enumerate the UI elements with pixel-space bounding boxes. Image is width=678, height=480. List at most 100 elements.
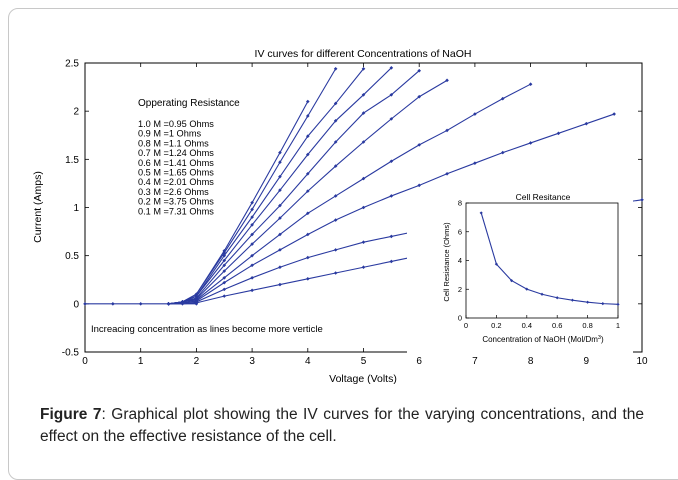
iv-data-point: [250, 253, 254, 258]
x-tick-label: 0: [82, 356, 88, 367]
iv-data-point: [389, 92, 394, 97]
resistance-point: [479, 211, 483, 215]
iv-data-point: [361, 140, 366, 144]
resistance-point: [586, 300, 590, 304]
iv-data-point: [250, 242, 254, 246]
iv-data-point: [194, 294, 199, 298]
iv-data-point: [389, 117, 394, 121]
iv-data-point: [500, 96, 505, 101]
resistance-point: [540, 292, 544, 296]
inset-y-tick-label: 6: [458, 227, 462, 236]
inset-x-tick-label: 0.8: [582, 321, 592, 330]
iv-data-point: [278, 265, 282, 270]
iv-data-point: [278, 203, 282, 208]
x-tick-label: 9: [584, 356, 590, 367]
inset-title: Cell Resitance: [516, 192, 571, 202]
iv-data-point: [278, 150, 282, 155]
resistance-point: [525, 287, 529, 291]
inset-y-tick-label: 0: [458, 314, 462, 323]
x-tick-label: 1: [138, 356, 144, 367]
iv-data-point: [180, 302, 185, 306]
iv-data-point: [166, 302, 171, 306]
iv-data-point: [250, 288, 254, 293]
x-tick-label: 5: [361, 356, 367, 367]
legend-entry: 0.7 M =1.24 Ohms: [138, 148, 214, 158]
iv-data-point: [361, 240, 366, 244]
caption-label: Figure 7: [40, 406, 102, 423]
figure-caption: Figure 7: Graphical plot showing the IV …: [40, 404, 644, 448]
iv-data-point: [389, 194, 394, 198]
iv-data-point: [445, 128, 449, 133]
iv-data-point: [445, 78, 449, 83]
inset-x-label-end: ): [601, 335, 604, 344]
resistance-point: [494, 262, 498, 266]
x-tick-label: 6: [416, 356, 422, 367]
x-axis-label: Voltage (Volts): [329, 373, 397, 385]
baseline-point: [111, 302, 115, 306]
iv-data-point: [306, 276, 310, 281]
iv-data-point: [250, 223, 254, 227]
inset-x-tick-label: 0.6: [552, 321, 562, 330]
iv-data-point: [333, 66, 338, 71]
inset-x-tick-label: 1: [616, 321, 620, 330]
iv-data-point: [417, 183, 421, 188]
iv-data-point: [333, 271, 338, 275]
iv-data-point: [250, 276, 254, 280]
iv-data-point: [361, 111, 366, 115]
iv-data-point: [361, 176, 366, 181]
iv-data-point: [222, 294, 227, 298]
legend: Opperating Resistance 1.0 M =0.95 Ohms0.9…: [138, 98, 240, 216]
legend-title: Opperating Resistance: [138, 98, 240, 109]
legend-entry: 1.0 M =0.95 Ohms: [138, 119, 214, 129]
x-tick-label: 2: [194, 356, 200, 367]
iv-data-point: [222, 253, 227, 258]
y-tick-label: 1: [73, 203, 79, 214]
iv-data-point: [222, 269, 227, 273]
iv-data-point: [278, 216, 282, 220]
legend-entry: 0.6 M =1.41 Ohms: [138, 158, 214, 168]
iv-data-point: [278, 248, 282, 252]
axis-ticks: 0 1 2 3 4 5 6 7 8 9 10-0.500.511.522.5: [62, 59, 648, 368]
iv-data-point: [250, 215, 254, 219]
iv-data-point: [278, 174, 282, 179]
inset-x-tick-label: 0: [464, 321, 468, 330]
y-tick-label: 0: [73, 299, 79, 310]
y-tick-label: 0.5: [65, 251, 79, 262]
chart-title: IV curves for different Concentrations o…: [255, 48, 472, 60]
iv-data-point: [333, 140, 338, 144]
iv-curves: [83, 66, 644, 306]
legend-entry: 0.3 M =2.6 Ohms: [138, 187, 209, 197]
iv-data-point: [612, 112, 616, 116]
iv-data-point: [333, 164, 338, 168]
inset-x-label-sup: 3: [598, 335, 601, 341]
iv-data-point: [222, 263, 227, 268]
iv-data-point: [389, 259, 394, 264]
iv-data-point: [222, 258, 227, 263]
iv-series-line: [168, 113, 615, 305]
iv-data-point: [500, 150, 505, 155]
caption-text: : Graphical plot showing the IV curves f…: [40, 406, 645, 445]
resistance-line: [480, 212, 619, 305]
iv-chart: IV curves for different Concentrations o…: [32, 48, 648, 385]
iv-data-point: [333, 194, 338, 198]
iv-data-point: [417, 68, 421, 73]
inset-x-label-main: Concentration of NaOH (Mol/Dm: [482, 335, 598, 344]
iv-data-point: [417, 94, 421, 99]
inset-resistance-curve: [479, 211, 620, 306]
annotation: Increacing concentration as lines become…: [91, 324, 323, 335]
iv-data-point: [361, 92, 366, 97]
iv-data-point: [306, 99, 310, 104]
y-tick-label: 2: [73, 107, 79, 118]
iv-data-point: [278, 188, 282, 192]
inset-y-tick-label: 2: [458, 285, 462, 294]
inset-y-tick-label: 4: [458, 256, 462, 265]
legend-entry: 0.2 M =3.75 Ohms: [138, 197, 214, 207]
iv-data-point: [584, 121, 589, 126]
iv-data-point: [333, 218, 338, 222]
x-tick-label: 4: [305, 356, 311, 367]
iv-data-point: [306, 171, 310, 176]
inset-y-axis-label: Cell Resistance (Ohms): [442, 222, 451, 302]
iv-data-point: [306, 211, 310, 216]
resistance-point: [555, 296, 559, 300]
iv-data-point: [306, 114, 310, 118]
